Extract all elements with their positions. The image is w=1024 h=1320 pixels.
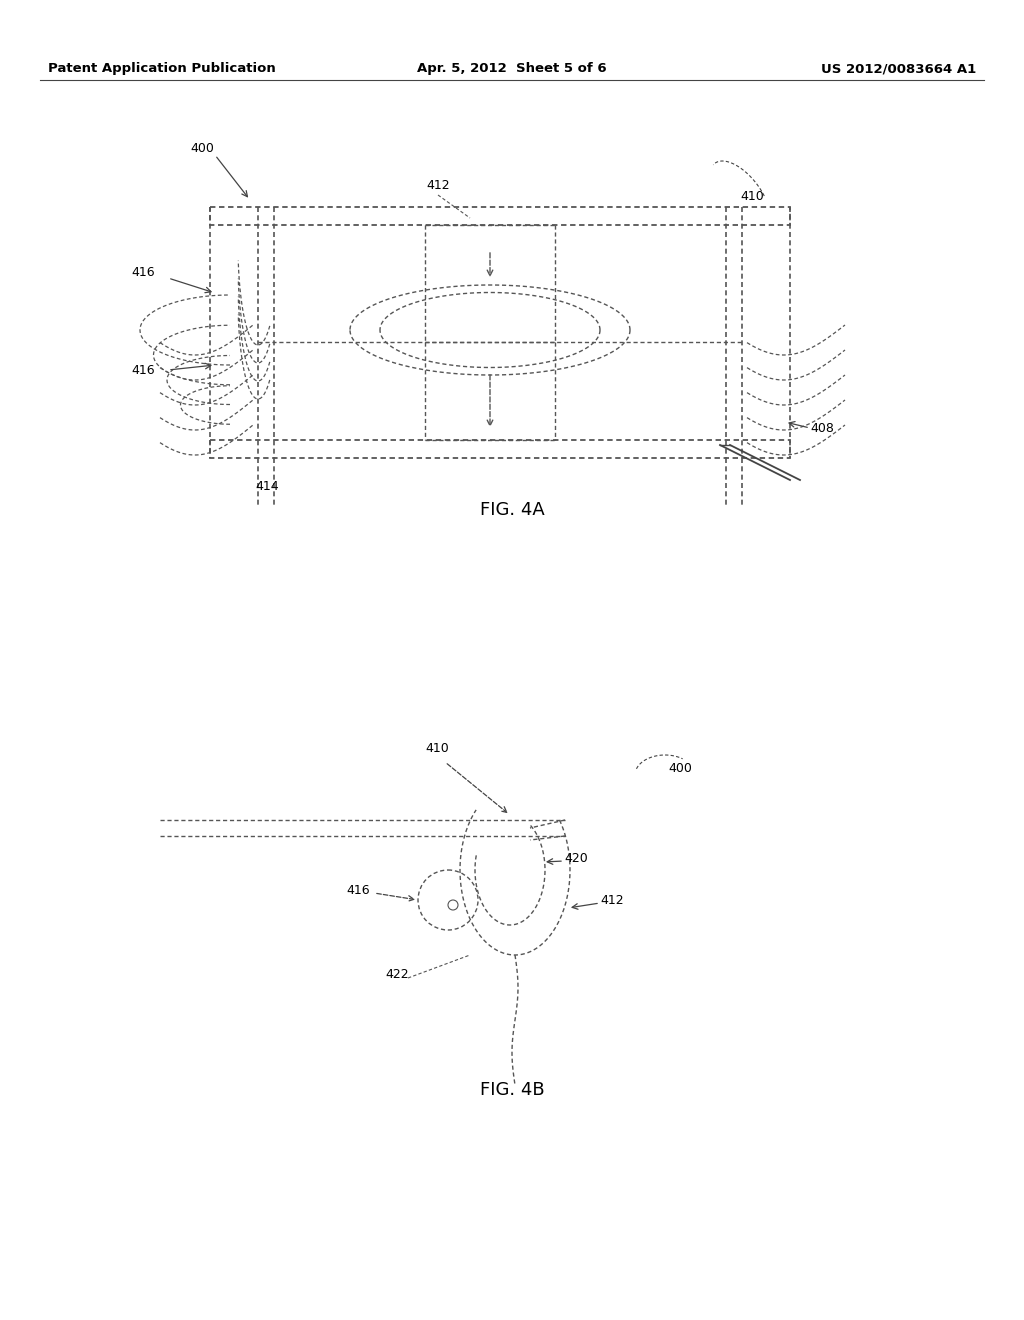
Text: 410: 410: [740, 190, 764, 202]
Text: 412: 412: [600, 894, 624, 907]
Text: 400: 400: [190, 141, 214, 154]
Text: US 2012/0083664 A1: US 2012/0083664 A1: [821, 62, 976, 75]
Text: FIG. 4B: FIG. 4B: [479, 1081, 545, 1100]
Text: Patent Application Publication: Patent Application Publication: [48, 62, 275, 75]
Text: 412: 412: [426, 180, 450, 191]
Text: 408: 408: [810, 421, 834, 434]
Text: FIG. 4A: FIG. 4A: [479, 502, 545, 519]
Text: 422: 422: [385, 969, 409, 982]
Text: 416: 416: [346, 883, 370, 896]
Text: Apr. 5, 2012  Sheet 5 of 6: Apr. 5, 2012 Sheet 5 of 6: [417, 62, 607, 75]
Text: 416: 416: [131, 265, 155, 279]
Bar: [210, 440, 790, 458]
Text: 410: 410: [425, 742, 449, 755]
Text: 420: 420: [564, 851, 588, 865]
Text: 416: 416: [131, 363, 155, 376]
Bar: [210, 207, 790, 224]
Text: 400: 400: [668, 762, 692, 775]
Text: 414: 414: [255, 480, 279, 492]
